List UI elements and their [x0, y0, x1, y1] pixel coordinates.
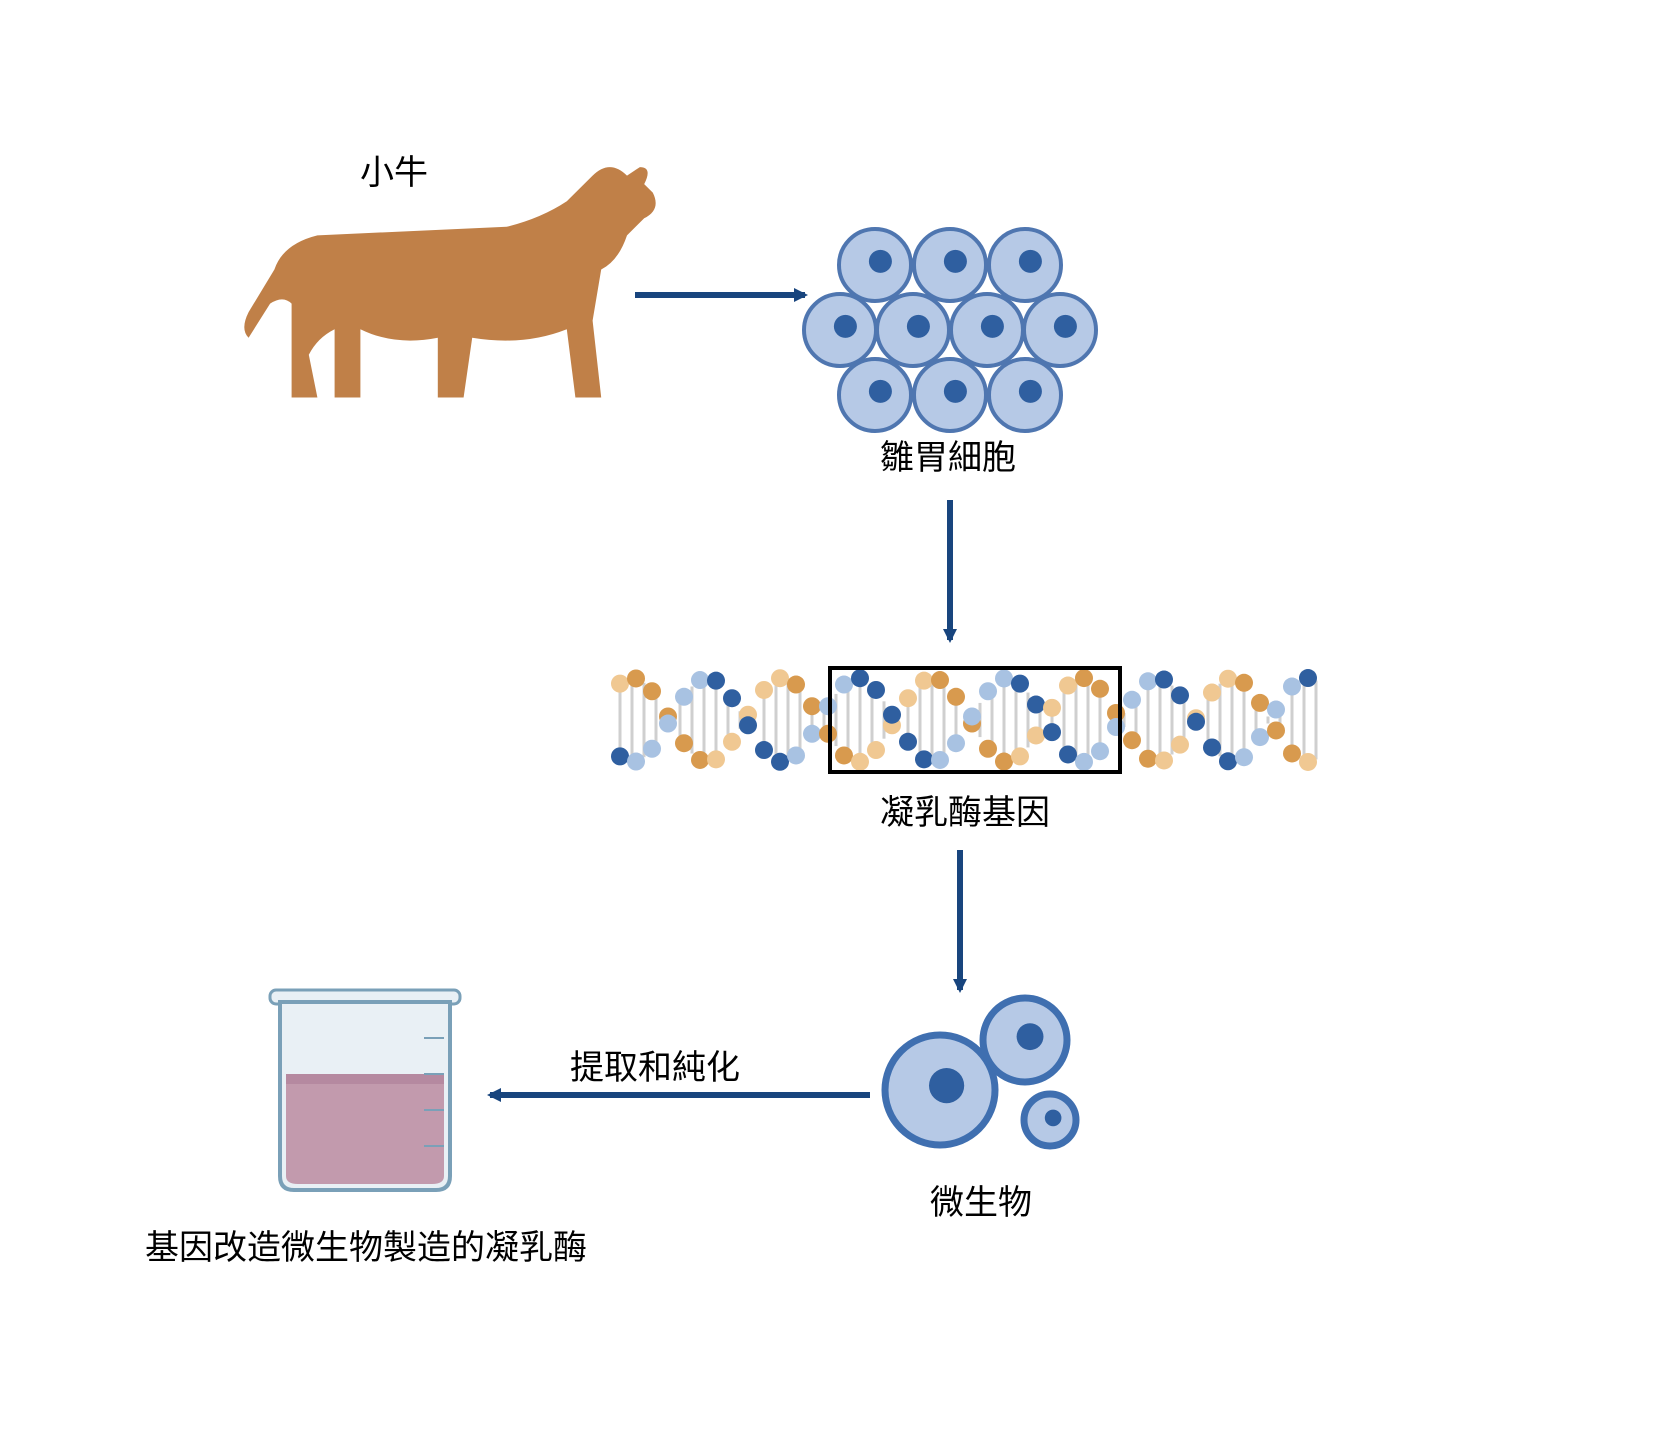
label-calf: 小牛	[360, 145, 428, 194]
diagram-canvas: 小牛 雛胃細胞 凝乳酶基因 微生物 基因改造微生物製造的凝乳酶 提取和純化	[0, 0, 1654, 1451]
label-product: 基因改造微生物製造的凝乳酶	[145, 1220, 587, 1269]
calf-icon	[244, 167, 655, 397]
label-edge-extract: 提取和純化	[570, 1040, 740, 1089]
label-microbes: 微生物	[930, 1175, 1032, 1224]
label-stomach-cells: 雛胃細胞	[880, 430, 1016, 479]
dna-icon	[611, 668, 1317, 772]
beaker-icon	[270, 990, 460, 1190]
microbes-icon	[885, 998, 1076, 1146]
stomach-cells-icon	[804, 229, 1096, 431]
label-gene: 凝乳酶基因	[880, 785, 1050, 834]
